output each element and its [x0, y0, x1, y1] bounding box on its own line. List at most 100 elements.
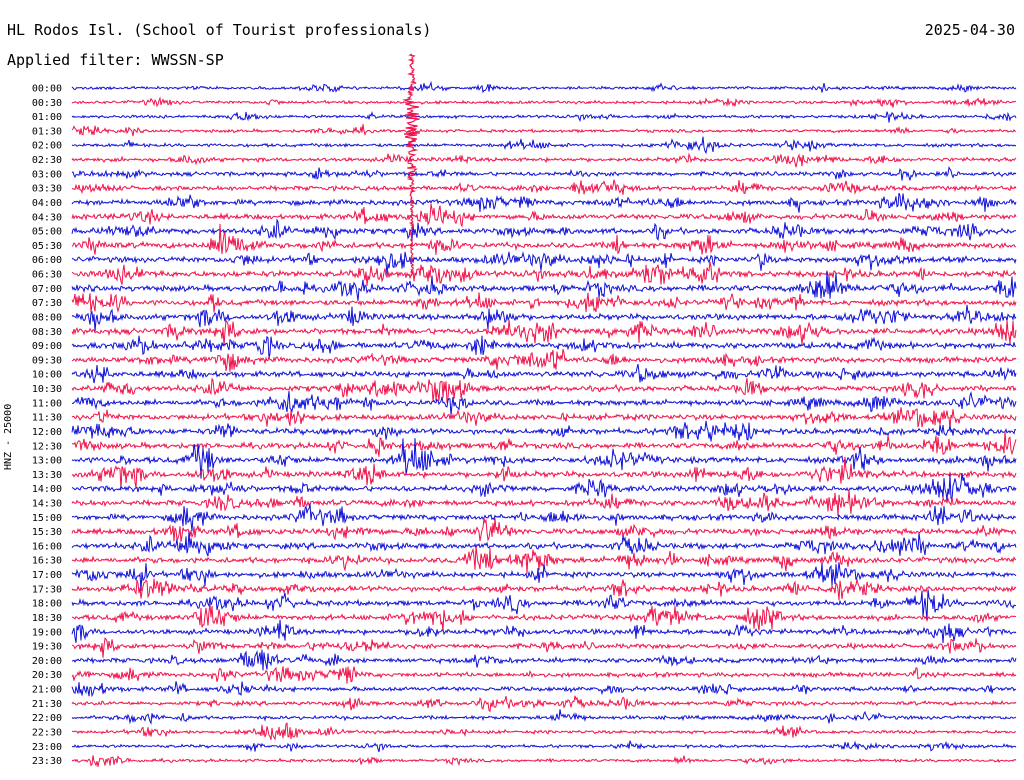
seismic-trace — [71, 80, 1017, 94]
trace-time-label: 22:00 — [32, 713, 62, 724]
seismic-trace — [71, 377, 1017, 403]
trace-time-label: 14:00 — [32, 484, 62, 495]
seismic-trace — [71, 438, 1017, 479]
trace-time-label: 15:00 — [32, 513, 62, 524]
seismic-trace — [71, 335, 1017, 359]
seismic-trace — [71, 348, 1017, 372]
trace-time-label: 18:00 — [32, 599, 62, 610]
trace-time-label: 05:30 — [32, 241, 62, 252]
trace-time-label: 09:30 — [32, 355, 62, 366]
seismic-trace — [71, 456, 1017, 490]
trace-time-label: 03:00 — [32, 169, 62, 180]
filter-label: Applied filter: WWSSN-SP — [7, 51, 224, 69]
trace-time-label: 16:30 — [32, 556, 62, 567]
trace-time-label: 02:30 — [32, 155, 62, 166]
trace-time-label: 21:30 — [32, 699, 62, 710]
seismic-trace — [71, 251, 1017, 275]
seismic-trace — [71, 740, 1017, 753]
trace-time-label: 17:30 — [32, 584, 62, 595]
trace-time-label: 10:00 — [32, 370, 62, 381]
trace-time-label: 14:30 — [32, 498, 62, 509]
seismic-trace — [71, 637, 1017, 658]
seismic-trace — [71, 722, 1017, 741]
seismic-trace — [71, 304, 1017, 332]
trace-time-label: 12:00 — [32, 427, 62, 438]
seismic-trace — [71, 203, 1017, 228]
seismic-trace — [71, 363, 1017, 384]
plot-date: 2025-04-30 — [924, 21, 1015, 39]
trace-time-label: 10:30 — [32, 384, 62, 395]
seismic-trace — [71, 179, 1017, 195]
trace-time-label: 12:30 — [32, 441, 62, 452]
seismic-trace — [71, 152, 1017, 168]
seismic-trace — [71, 218, 1017, 241]
seismic-trace — [71, 270, 1017, 301]
seismic-trace — [71, 578, 1017, 601]
seismic-trace — [71, 695, 1017, 713]
seismic-trace — [71, 223, 1017, 255]
seismic-trace — [71, 709, 1017, 725]
seismic-trace — [71, 420, 1017, 442]
seismic-trace — [71, 649, 1017, 671]
trace-time-label: 08:00 — [32, 312, 62, 323]
seismic-trace — [71, 666, 1017, 684]
seismic-trace — [71, 192, 1017, 213]
trace-time-label: 04:00 — [32, 198, 62, 209]
trace-time-label: 23:00 — [32, 742, 62, 753]
trace-time-label: 11:00 — [32, 398, 62, 409]
seismic-trace — [71, 319, 1017, 347]
seismic-trace — [71, 681, 1017, 698]
seismic-trace — [71, 518, 1017, 542]
trace-time-label: 20:30 — [32, 670, 62, 681]
trace-time-label: 11:30 — [32, 413, 62, 424]
seismic-trace — [71, 111, 1017, 123]
trace-time-label: 13:30 — [32, 470, 62, 481]
seismic-trace — [71, 473, 1017, 502]
seismic-trace — [71, 503, 1017, 531]
trace-time-label: 04:30 — [32, 212, 62, 223]
trace-time-label: 02:00 — [32, 141, 62, 152]
trace-time-label: 21:00 — [32, 685, 62, 696]
seismic-trace — [71, 96, 1017, 108]
trace-time-label: 20:00 — [32, 656, 62, 667]
seismic-trace — [71, 755, 1017, 767]
seismic-trace — [71, 166, 1017, 181]
trace-time-label: 18:30 — [32, 613, 62, 624]
trace-time-label: 09:00 — [32, 341, 62, 352]
seismic-trace — [71, 430, 1017, 457]
trace-time-label: 06:00 — [32, 255, 62, 266]
trace-time-label: 22:30 — [32, 727, 62, 738]
trace-time-label: 15:30 — [32, 527, 62, 538]
seismic-trace — [71, 124, 1016, 137]
seismic-trace — [71, 292, 1017, 313]
trace-time-label: 00:00 — [32, 84, 62, 95]
seismic-trace — [71, 562, 1017, 592]
seismic-trace — [71, 619, 1017, 644]
trace-time-label: 01:00 — [32, 112, 62, 123]
station-title: HL Rodos Isl. (School of Tourist profess… — [7, 21, 432, 39]
trace-time-label: 06:30 — [32, 270, 62, 281]
seismic-trace — [71, 604, 1017, 632]
trace-time-label: 17:00 — [32, 570, 62, 581]
seismic-trace — [71, 489, 1017, 517]
trace-time-label: 05:00 — [32, 227, 62, 238]
trace-time-label: 00:30 — [32, 98, 62, 109]
trace-time-label: 07:30 — [32, 298, 62, 309]
trace-time-label: 16:00 — [32, 541, 62, 552]
trace-time-label: 23:30 — [32, 756, 62, 767]
seismic-trace — [71, 589, 1016, 620]
seismic-trace — [71, 390, 1017, 416]
seismic-trace — [71, 136, 1017, 155]
seismic-trace — [71, 407, 1017, 430]
seismic-trace — [71, 530, 1017, 557]
trace-time-label: 19:30 — [32, 642, 62, 653]
trace-time-label: 08:30 — [32, 327, 62, 338]
trace-time-label: 07:00 — [32, 284, 62, 295]
trace-time-label: 13:00 — [32, 456, 62, 467]
trace-time-label: 19:00 — [32, 627, 62, 638]
seismic-trace — [71, 261, 1017, 287]
trace-time-label: 03:30 — [32, 184, 62, 195]
large-event-spike — [402, 53, 420, 277]
